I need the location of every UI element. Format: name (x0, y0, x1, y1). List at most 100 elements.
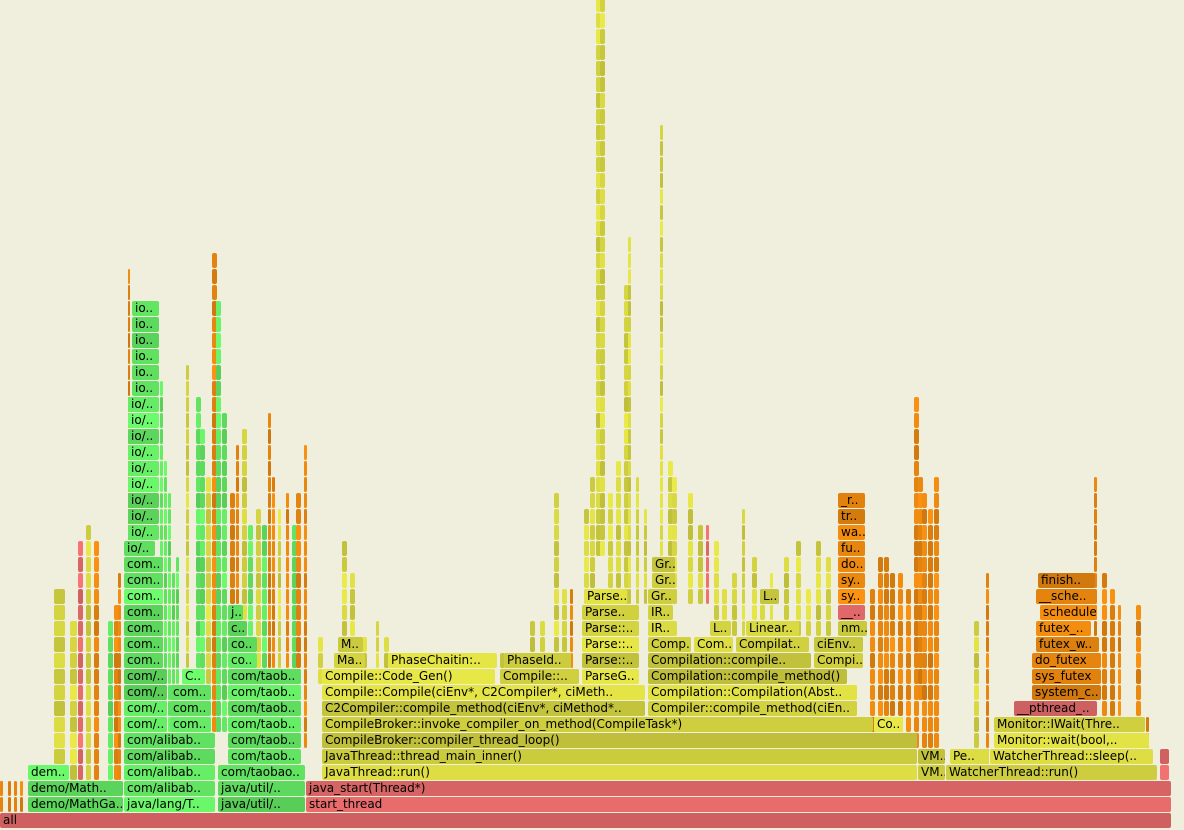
frame-unlabeled[interactable] (216, 301, 221, 316)
frame-unlabeled[interactable] (200, 637, 205, 652)
frame-unlabeled[interactable] (934, 541, 939, 556)
frame[interactable]: java_start(Thread*) (306, 781, 1171, 796)
frame-unlabeled[interactable] (616, 573, 621, 588)
frame-unlabeled[interactable] (94, 637, 99, 652)
frame-unlabeled[interactable] (278, 621, 281, 636)
frame-unlabeled[interactable] (212, 365, 217, 380)
frame-unlabeled[interactable] (236, 509, 239, 524)
frame-unlabeled[interactable] (884, 573, 889, 588)
frame-unlabeled[interactable] (278, 573, 281, 588)
frame-unlabeled[interactable] (286, 557, 289, 572)
frame-unlabeled[interactable] (600, 333, 605, 348)
frame-unlabeled[interactable] (212, 509, 217, 524)
frame-unlabeled[interactable] (1110, 669, 1115, 684)
frame-unlabeled[interactable] (628, 301, 631, 316)
frame-unlabeled[interactable] (262, 573, 267, 588)
frame-unlabeled[interactable] (128, 301, 130, 316)
frame-unlabeled[interactable] (596, 13, 601, 28)
frame-unlabeled[interactable] (160, 429, 163, 444)
frame-unlabeled[interactable] (732, 605, 737, 620)
frame-unlabeled[interactable] (278, 653, 281, 668)
frame-unlabeled[interactable] (70, 717, 77, 732)
frame-unlabeled[interactable] (644, 525, 647, 540)
frame-unlabeled[interactable] (384, 653, 389, 668)
frame-unlabeled[interactable] (986, 717, 989, 732)
frame-unlabeled[interactable] (914, 621, 919, 636)
frame-unlabeled[interactable] (296, 589, 301, 604)
frame-unlabeled[interactable] (698, 573, 703, 588)
frame-unlabeled[interactable] (242, 557, 247, 572)
frame-unlabeled[interactable] (212, 653, 217, 668)
frame-unlabeled[interactable] (608, 493, 613, 508)
frame-unlabeled[interactable] (114, 637, 119, 652)
frame-unlabeled[interactable] (176, 653, 179, 668)
frame-unlabeled[interactable] (186, 509, 189, 524)
frame[interactable]: co.. (228, 637, 257, 652)
frame-unlabeled[interactable] (222, 413, 227, 428)
frame-unlabeled[interactable] (168, 509, 171, 524)
frame-unlabeled[interactable] (616, 461, 621, 476)
frame-unlabeled[interactable] (1102, 653, 1107, 668)
frame-unlabeled[interactable] (248, 525, 253, 540)
frame-unlabeled[interactable] (870, 685, 875, 700)
frame-unlabeled[interactable] (296, 557, 301, 572)
frame-unlabeled[interactable] (870, 589, 875, 604)
frame-unlabeled[interactable] (890, 669, 895, 684)
frame-unlabeled[interactable] (54, 637, 65, 652)
frame-unlabeled[interactable] (168, 525, 171, 540)
frame-unlabeled[interactable] (1136, 653, 1141, 668)
frame-unlabeled[interactable] (878, 685, 883, 700)
frame[interactable]: __pthread_.. (1014, 701, 1097, 716)
frame-unlabeled[interactable] (128, 365, 130, 380)
frame-unlabeled[interactable] (304, 605, 307, 620)
frame-unlabeled[interactable] (212, 333, 217, 348)
frame-unlabeled[interactable] (660, 253, 663, 268)
frame-unlabeled[interactable] (934, 525, 939, 540)
frame-unlabeled[interactable] (114, 669, 119, 684)
frame-unlabeled[interactable] (628, 461, 631, 476)
frame-unlabeled[interactable] (752, 589, 757, 604)
frame-unlabeled[interactable] (590, 573, 595, 588)
frame-unlabeled[interactable] (1110, 637, 1115, 652)
frame-unlabeled[interactable] (286, 653, 289, 668)
frame-unlabeled[interactable] (242, 429, 247, 444)
frame-unlabeled[interactable] (304, 541, 307, 556)
frame-unlabeled[interactable] (554, 525, 559, 540)
frame[interactable]: CompileBroker::invoke_compiler_on_method… (322, 717, 873, 732)
frame-unlabeled[interactable] (304, 733, 307, 748)
frame-unlabeled[interactable] (118, 733, 121, 748)
frame[interactable]: Compilation::compile_method() (648, 669, 847, 684)
frame-unlabeled[interactable] (878, 605, 883, 620)
frame-unlabeled[interactable] (922, 701, 927, 716)
frame-unlabeled[interactable] (70, 669, 77, 684)
frame-unlabeled[interactable] (212, 541, 217, 556)
frame-unlabeled[interactable] (108, 637, 113, 652)
frame[interactable]: io.. (132, 349, 159, 364)
frame[interactable]: io/.. (128, 509, 159, 524)
frame-unlabeled[interactable] (596, 541, 601, 556)
frame-unlabeled[interactable] (212, 557, 217, 572)
frame-unlabeled[interactable] (628, 317, 631, 332)
frame-unlabeled[interactable] (624, 301, 629, 316)
frame-unlabeled[interactable] (164, 605, 167, 620)
frame-unlabeled[interactable] (212, 269, 217, 284)
frame-unlabeled[interactable] (628, 573, 631, 588)
frame-unlabeled[interactable] (608, 525, 613, 540)
frame-unlabeled[interactable] (706, 557, 709, 572)
frame-unlabeled[interactable] (570, 621, 573, 636)
frame-unlabeled[interactable] (1110, 605, 1115, 620)
frame-unlabeled[interactable] (742, 621, 745, 636)
frame-unlabeled[interactable] (914, 477, 919, 492)
frame-unlabeled[interactable] (884, 589, 889, 604)
frame-unlabeled[interactable] (94, 557, 99, 572)
frame-unlabeled[interactable] (906, 717, 911, 732)
frame[interactable]: WatcherThread::run() (946, 765, 1157, 780)
frame-unlabeled[interactable] (644, 589, 647, 604)
frame-unlabeled[interactable] (590, 477, 595, 492)
frame-unlabeled[interactable] (168, 573, 171, 588)
frame-unlabeled[interactable] (206, 509, 211, 524)
frame-unlabeled[interactable] (934, 733, 939, 748)
frame-unlabeled[interactable] (230, 493, 235, 508)
frame-unlabeled[interactable] (928, 637, 933, 652)
frame-unlabeled[interactable] (216, 621, 221, 636)
